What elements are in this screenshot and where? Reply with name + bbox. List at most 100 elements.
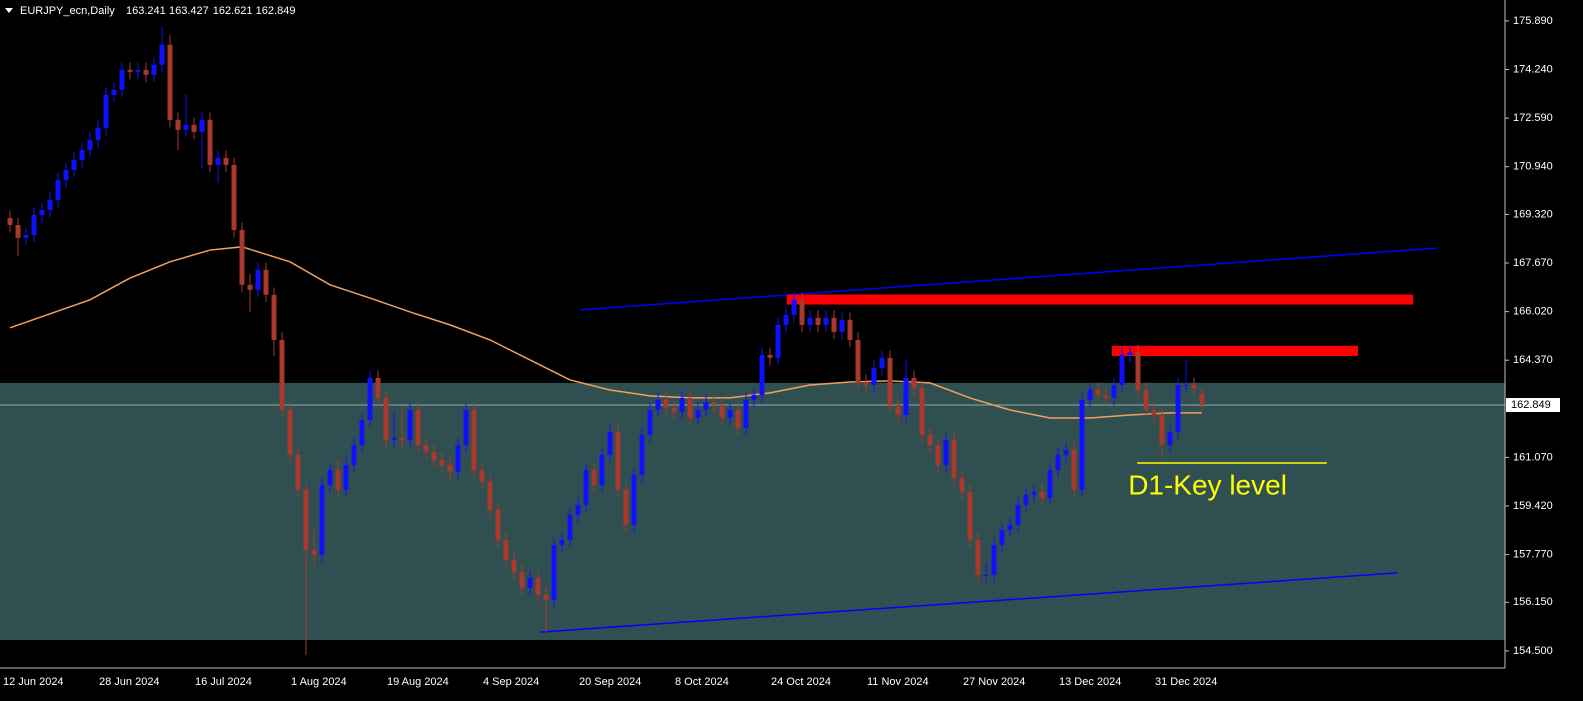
price-tag (1506, 398, 1560, 413)
candle-body (479, 470, 485, 482)
candle-body (367, 377, 373, 421)
candle-body (815, 317, 821, 325)
candle-body (343, 465, 349, 490)
candle-body (167, 44, 173, 120)
candle-body (967, 491, 973, 540)
candle-body (1087, 389, 1093, 400)
candle-body (119, 69, 125, 90)
y-tick-label: 156.150 (1513, 596, 1553, 608)
candle-body (663, 399, 669, 408)
x-tick-label: 19 Aug 2024 (387, 676, 449, 688)
y-tick-label: 166.020 (1513, 306, 1553, 318)
menu-arrow[interactable] (5, 8, 13, 13)
candle-body (351, 445, 357, 466)
candle-body (983, 574, 989, 576)
candle-body (551, 544, 557, 600)
candle-body (79, 149, 85, 160)
candle-body (375, 377, 381, 398)
candle-body (655, 399, 661, 410)
candle-body (951, 440, 957, 479)
candle-body (1015, 504, 1021, 525)
x-tick-label: 4 Sep 2024 (483, 676, 539, 688)
ohlc-readout: 163.241 163.427 162.621 162.849 (126, 5, 295, 17)
candle-body (567, 514, 573, 540)
x-tick-label: 28 Jun 2024 (99, 676, 160, 688)
candle-body (919, 387, 925, 436)
key-level-label: D1-Key level (1128, 469, 1287, 500)
candle-body (615, 432, 621, 490)
ohlc-value: 163.427 (169, 5, 209, 17)
candle-body (1143, 389, 1149, 410)
candle-body (975, 539, 981, 575)
candle-body (1071, 450, 1077, 490)
candle-body (863, 382, 869, 385)
candle-body (799, 299, 805, 325)
candle-body (647, 409, 653, 436)
moving-average (9, 246, 1202, 419)
candle-body (455, 445, 461, 472)
candle-body (887, 357, 893, 405)
candle-body (959, 478, 965, 492)
candle-body (383, 397, 389, 441)
candle-body (1111, 384, 1117, 398)
candle-body (87, 139, 93, 150)
candle-body (359, 420, 365, 446)
candle-body (879, 357, 885, 368)
candle-body (791, 299, 797, 315)
candle-body (23, 235, 29, 238)
candle-body (735, 409, 741, 428)
candle-body (151, 64, 157, 75)
candle-body (599, 455, 605, 486)
candle-body (271, 294, 277, 340)
y-tick-label: 154.500 (1513, 645, 1553, 657)
candle-body (247, 284, 253, 290)
candle-body (1167, 432, 1173, 446)
candle-body (1103, 394, 1109, 398)
y-tick-label: 175.890 (1513, 15, 1553, 27)
candle-body (127, 69, 133, 72)
candle-body (839, 319, 845, 332)
candle-body (559, 539, 565, 545)
axes: 175.890 174.240 172.590 170.940 169.320 167.6… (0, 0, 1560, 688)
candle-body (543, 594, 549, 600)
candle-body (631, 475, 637, 525)
y-tick-label: 164.370 (1513, 354, 1553, 366)
candle-body (847, 319, 853, 340)
candle-body (703, 402, 709, 410)
candle-body (223, 157, 229, 165)
y-tick-label: 174.240 (1513, 63, 1553, 75)
candle-body (71, 159, 77, 170)
candle-body (399, 437, 405, 441)
symbol-title: EURJPY_ecn,Daily (20, 5, 115, 17)
candle-body (783, 314, 789, 325)
candle-body (63, 169, 69, 180)
candle-body (943, 440, 949, 466)
resistance-zone (786, 294, 1414, 305)
candle-body (767, 354, 773, 358)
candle-body (1175, 384, 1181, 433)
candle-body (311, 549, 317, 555)
candle-body (1151, 409, 1157, 415)
candle-body (1135, 351, 1141, 390)
candle-body (511, 559, 517, 572)
x-tick-label: 13 Dec 2024 (1059, 676, 1121, 688)
y-tick-label: 170.940 (1513, 161, 1553, 173)
candle-body (583, 470, 589, 505)
candle-body (1095, 389, 1101, 395)
candle-body (199, 119, 205, 132)
y-tick-label: 157.770 (1513, 549, 1553, 561)
candle-body (519, 571, 525, 588)
candle-body (215, 157, 221, 165)
candle-body (807, 317, 813, 325)
candle-body (39, 210, 45, 216)
candle-body (911, 377, 917, 388)
candle-body (319, 485, 325, 555)
x-tick-label: 11 Nov 2024 (867, 676, 929, 688)
y-tick-label: 161.070 (1513, 451, 1553, 463)
candle-body (1055, 455, 1061, 471)
candle-body (471, 409, 477, 471)
candle-body (31, 215, 37, 236)
x-tick-label: 8 Oct 2024 (675, 676, 729, 688)
candle-body (303, 489, 309, 550)
